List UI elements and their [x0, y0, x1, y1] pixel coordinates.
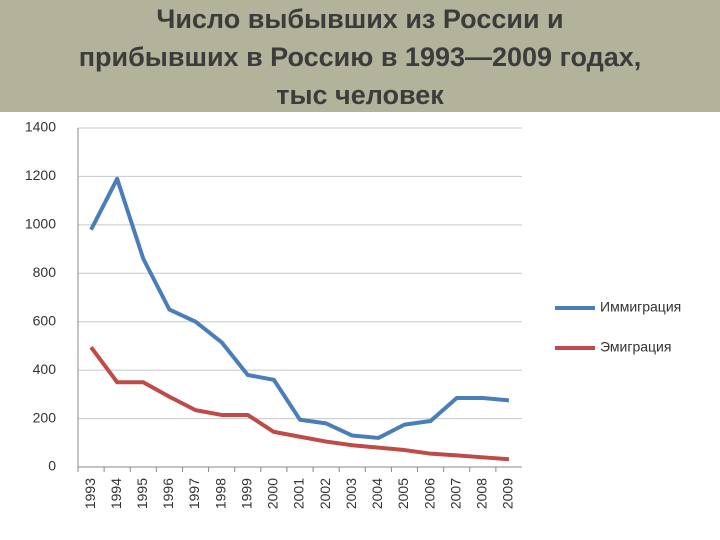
y-tick-label: 1000: [25, 216, 56, 232]
y-tick-label: 1400: [25, 119, 56, 135]
x-tick-label: 2003: [343, 478, 359, 509]
x-tick-label: 1999: [238, 478, 254, 509]
x-tick-label: 2008: [474, 478, 490, 509]
x-tick-label: 1996: [160, 478, 176, 509]
x-tick-label: 2004: [369, 478, 385, 509]
x-tick-label: 1994: [108, 478, 124, 509]
legend-label: Иммиграция: [600, 299, 681, 315]
series-line: [89, 345, 510, 462]
chart-title-line: тыс человек: [276, 80, 444, 110]
y-tick-label: 800: [33, 264, 57, 280]
legend-label: Эмиграция: [600, 339, 671, 355]
x-tick-label: 2005: [395, 478, 411, 509]
x-tick-label: 2001: [291, 478, 307, 509]
x-tick-label: 1997: [186, 478, 202, 509]
x-tick-label: 2006: [421, 478, 437, 509]
x-tick-label: 2002: [317, 478, 333, 509]
x-tick-label: 1995: [134, 478, 150, 509]
y-tick-label: 200: [33, 409, 57, 425]
x-tick-label: 2009: [500, 478, 516, 509]
y-tick-label: 600: [33, 312, 57, 328]
chart-title-line: прибывших в Россию в 1993—2009 годах,: [79, 42, 642, 72]
title-band: [0, 0, 720, 112]
x-tick-label: 1993: [82, 478, 98, 509]
x-tick-label: 1998: [212, 478, 228, 509]
y-tick-label: 1200: [25, 167, 56, 183]
x-tick-label: 2007: [447, 478, 463, 509]
y-tick-label: 0: [48, 458, 56, 474]
chart-title-line: Число выбывших из России и: [156, 4, 563, 34]
x-tick-label: 2000: [265, 478, 281, 509]
y-tick-label: 400: [33, 361, 57, 377]
series-line: [89, 176, 510, 440]
